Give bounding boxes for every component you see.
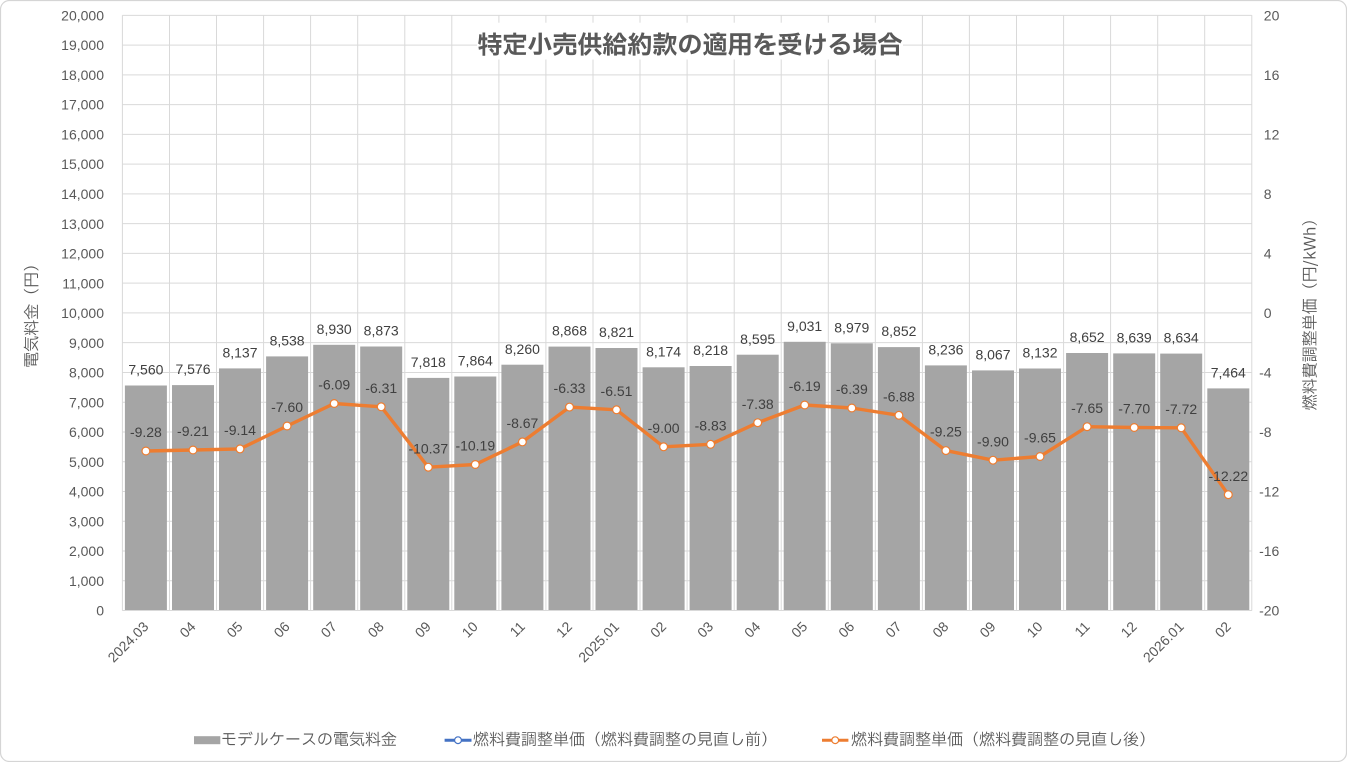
svg-text:-16: -16 [1259,543,1279,559]
svg-text:15,000: 15,000 [61,156,104,172]
svg-text:12,000: 12,000 [61,246,104,262]
svg-text:8,218: 8,218 [693,342,728,358]
svg-text:-7.70: -7.70 [1118,401,1150,417]
svg-text:-20: -20 [1259,603,1279,619]
svg-text:6,000: 6,000 [69,424,104,440]
svg-text:-6.88: -6.88 [883,388,915,404]
svg-text:17,000: 17,000 [61,97,104,113]
svg-text:-9.90: -9.90 [977,433,1009,449]
svg-text:16: 16 [1264,67,1280,83]
svg-text:-8.83: -8.83 [695,417,727,433]
svg-text:-9.21: -9.21 [177,423,209,439]
svg-text:8,652: 8,652 [1070,329,1105,345]
svg-text:8,595: 8,595 [740,331,775,347]
svg-text:3,000: 3,000 [69,513,104,529]
svg-text:-12: -12 [1259,484,1279,500]
svg-text:8,137: 8,137 [222,345,257,361]
svg-text:16,000: 16,000 [61,127,104,143]
svg-text:5,000: 5,000 [69,454,104,470]
svg-text:4,000: 4,000 [69,484,104,500]
svg-text:-10.19: -10.19 [455,438,495,454]
svg-text:2,000: 2,000 [69,543,104,559]
svg-text:7,818: 7,818 [411,354,446,370]
svg-text:8,174: 8,174 [646,343,681,359]
svg-text:8,821: 8,821 [599,324,634,340]
svg-text:8,132: 8,132 [1022,345,1057,361]
svg-text:-7.60: -7.60 [271,399,303,415]
svg-text:8,260: 8,260 [505,341,540,357]
svg-text:8,873: 8,873 [364,323,399,339]
svg-text:-8: -8 [1259,424,1272,440]
svg-text:9,031: 9,031 [787,318,822,334]
svg-text:8,852: 8,852 [881,323,916,339]
svg-text:-6.51: -6.51 [601,383,633,399]
svg-text:10,000: 10,000 [61,305,104,321]
svg-text:20: 20 [1264,7,1280,23]
svg-text:-9.28: -9.28 [130,424,162,440]
svg-text:7,864: 7,864 [458,353,493,369]
svg-text:8,639: 8,639 [1117,330,1152,346]
svg-text:8,236: 8,236 [928,342,963,358]
svg-text:-6.39: -6.39 [836,381,868,397]
svg-text:-9.65: -9.65 [1024,430,1056,446]
svg-text:-9.14: -9.14 [224,422,256,438]
svg-text:-7.72: -7.72 [1165,401,1197,417]
svg-text:8,538: 8,538 [270,333,305,349]
svg-text:-10.37: -10.37 [408,440,448,456]
svg-text:-7.38: -7.38 [742,396,774,412]
svg-text:20,000: 20,000 [61,8,104,24]
svg-text:8,979: 8,979 [834,319,869,335]
svg-text:-6.33: -6.33 [554,380,586,396]
svg-text:9,000: 9,000 [69,335,104,351]
svg-text:-6.19: -6.19 [789,378,821,394]
svg-text:7,560: 7,560 [128,362,163,378]
svg-text:-9.25: -9.25 [930,424,962,440]
svg-text:19,000: 19,000 [61,37,104,53]
svg-text:4: 4 [1264,246,1272,262]
svg-text:7,000: 7,000 [69,394,104,410]
svg-text:0: 0 [1264,305,1272,321]
svg-text:8,067: 8,067 [975,347,1010,363]
svg-text:14,000: 14,000 [61,186,104,202]
svg-text:8,000: 8,000 [69,365,104,381]
svg-text:0: 0 [96,603,104,619]
svg-text:7,576: 7,576 [175,361,210,377]
svg-text:11,000: 11,000 [62,275,104,291]
svg-text:18,000: 18,000 [61,67,104,83]
svg-text:-6.31: -6.31 [365,380,397,396]
svg-text:8: 8 [1264,186,1272,202]
svg-text:-7.65: -7.65 [1071,400,1103,416]
svg-text:12: 12 [1264,127,1280,143]
svg-text:8,930: 8,930 [317,321,352,337]
svg-text:8,868: 8,868 [552,323,587,339]
svg-text:13,000: 13,000 [61,216,104,232]
svg-text:1,000: 1,000 [69,573,104,589]
svg-text:7,464: 7,464 [1211,365,1246,381]
svg-text:-4: -4 [1259,365,1272,381]
svg-text:-6.09: -6.09 [318,377,350,393]
svg-text:-12.22: -12.22 [1208,468,1248,484]
svg-text:-9.00: -9.00 [648,420,680,436]
svg-text:8,634: 8,634 [1164,330,1199,346]
svg-text:-8.67: -8.67 [506,415,538,431]
